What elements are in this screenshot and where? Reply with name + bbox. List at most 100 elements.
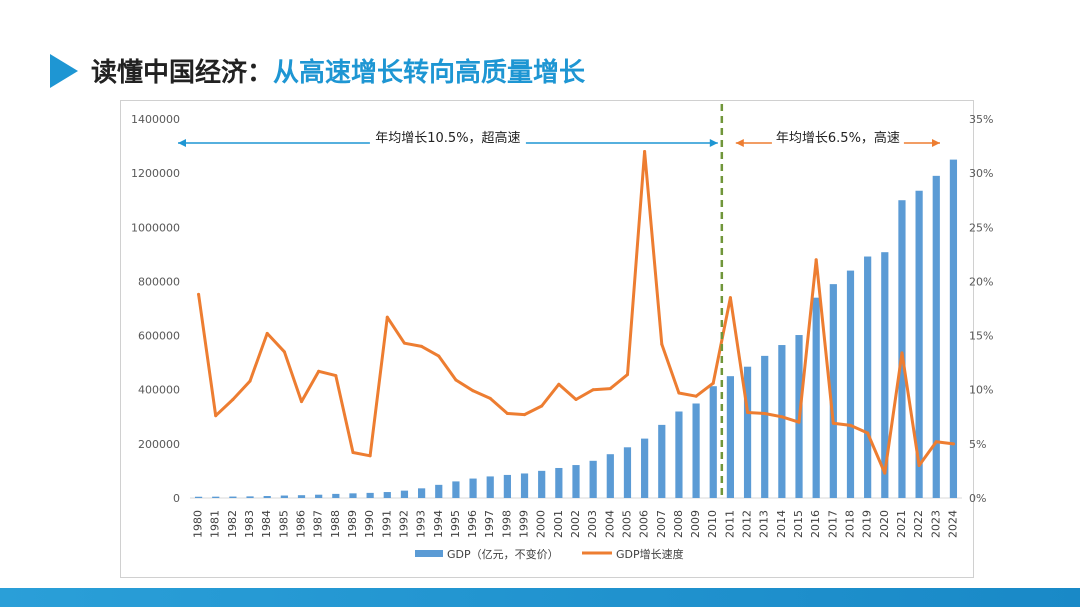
y-left-tick-label: 0 xyxy=(173,492,180,505)
x-tick-label: 2004 xyxy=(603,510,616,538)
x-tick-label: 2023 xyxy=(929,510,942,538)
growth-rate-point xyxy=(625,373,629,377)
growth-rate-point xyxy=(248,379,252,383)
x-tick-label: 1996 xyxy=(466,510,479,538)
growth-rate-point xyxy=(694,394,698,398)
gdp-bar xyxy=(417,488,426,498)
growth-rate-point xyxy=(883,471,887,475)
growth-rate-point xyxy=(917,464,921,468)
annotation-arrow-head-right xyxy=(709,139,718,147)
legend-label-gdp: GDP（亿元，不变价） xyxy=(447,547,559,561)
x-tick-label: 2012 xyxy=(741,510,754,538)
gdp-bar xyxy=(623,447,632,498)
y-right-tick-label: 10% xyxy=(969,384,993,397)
x-tick-label: 2002 xyxy=(569,510,582,538)
x-tick-label: 1993 xyxy=(415,510,428,538)
x-tick-label: 2010 xyxy=(706,510,719,538)
growth-rate-point xyxy=(265,331,269,335)
gdp-bar xyxy=(212,496,220,498)
page-title-blue: 从高速增长转向高质量增长 xyxy=(273,58,586,88)
growth-rate-point xyxy=(402,341,406,345)
growth-rate-point xyxy=(574,397,578,401)
y-right-tick-label: 0% xyxy=(969,492,986,505)
x-tick-label: 1985 xyxy=(277,510,290,538)
gdp-bar xyxy=(864,256,872,498)
x-tick-label: 2008 xyxy=(672,510,685,538)
gdp-bar xyxy=(572,465,580,498)
growth-rate-point xyxy=(608,387,612,391)
growth-rate-point xyxy=(437,354,441,358)
growth-rate-point xyxy=(523,413,527,417)
x-tick-label: 2014 xyxy=(775,510,788,538)
growth-rate-point xyxy=(282,350,286,354)
y-left-tick-label: 200000 xyxy=(138,438,180,451)
growth-rate-point xyxy=(505,412,509,416)
x-tick-label: 1999 xyxy=(518,510,531,538)
gdp-bar xyxy=(538,470,546,498)
legend-label-growth: GDP增长速度 xyxy=(616,547,684,561)
gdp-bar xyxy=(589,460,597,498)
gdp-bar xyxy=(452,481,460,498)
x-tick-label: 2021 xyxy=(895,510,908,538)
x-tick-label: 2006 xyxy=(638,510,651,538)
growth-rate-point xyxy=(848,423,852,427)
x-tick-label: 2001 xyxy=(552,510,565,538)
y-left-tick-label: 800000 xyxy=(138,275,180,288)
gdp-bar xyxy=(400,490,409,498)
x-tick-label: 1989 xyxy=(346,510,359,538)
x-tick-label: 1994 xyxy=(432,510,445,538)
gdp-bar xyxy=(915,190,923,498)
gdp-bar xyxy=(555,467,563,498)
y-right-tick-label: 35% xyxy=(969,113,993,126)
growth-rate-point xyxy=(334,374,338,378)
x-tick-label: 2011 xyxy=(723,510,736,538)
page-title: 读懂中国经济：从高速增长转向高质量增长 xyxy=(91,52,585,89)
gdp-bar xyxy=(949,159,958,498)
gdp-bar xyxy=(898,200,906,498)
gdp-bar xyxy=(641,438,649,498)
growth-rate-point xyxy=(934,440,938,444)
growth-rate-line xyxy=(197,150,955,475)
gdp-bar xyxy=(246,496,254,498)
x-tick-label: 1981 xyxy=(209,510,222,538)
x-tick-label: 2013 xyxy=(758,510,771,538)
y-left-tick-label: 400000 xyxy=(138,384,180,397)
growth-rate-point xyxy=(197,292,201,296)
x-tick-label: 2015 xyxy=(792,510,805,538)
gdp-bar xyxy=(332,493,340,498)
gdp-bar xyxy=(366,492,374,498)
x-tick-label: 2024 xyxy=(946,510,959,538)
growth-rate-point xyxy=(814,258,818,262)
page-title-dark: 读懂中国经济： xyxy=(91,58,274,88)
growth-rate-point xyxy=(231,397,235,401)
growth-rate-point xyxy=(351,451,355,455)
x-tick-label: 1987 xyxy=(312,510,325,538)
x-tick-label: 2009 xyxy=(689,510,702,538)
x-tick-label: 1986 xyxy=(295,510,308,538)
x-tick-label: 2007 xyxy=(655,510,668,538)
gdp-bar xyxy=(846,270,855,498)
growth-rate-point xyxy=(420,344,424,348)
x-tick-label: 2000 xyxy=(535,510,548,538)
growth-rate-point xyxy=(454,378,458,382)
x-tick-label: 1988 xyxy=(329,510,342,538)
gdp-bar xyxy=(469,478,477,498)
gdp-bar xyxy=(315,494,323,498)
x-tick-label: 1991 xyxy=(380,510,393,538)
y-right-tick-label: 30% xyxy=(969,167,993,180)
growth-rate-point xyxy=(385,315,389,319)
annotation-label-bg xyxy=(771,127,904,147)
x-tick-label: 1997 xyxy=(483,510,496,538)
gdp-bar xyxy=(486,476,494,498)
growth-rate-point xyxy=(951,442,955,446)
growth-rate-point xyxy=(368,454,372,458)
y-left-tick-label: 600000 xyxy=(138,330,180,343)
title-arrow-icon xyxy=(50,54,78,88)
growth-rate-point xyxy=(540,404,544,408)
y-right-tick-label: 25% xyxy=(969,221,993,234)
gdp-bar xyxy=(229,496,237,498)
annotation-arrow-head-right xyxy=(932,139,940,147)
x-tick-label: 2020 xyxy=(878,510,891,538)
growth-rate-point xyxy=(488,396,492,400)
y-right-tick-label: 15% xyxy=(969,330,993,343)
